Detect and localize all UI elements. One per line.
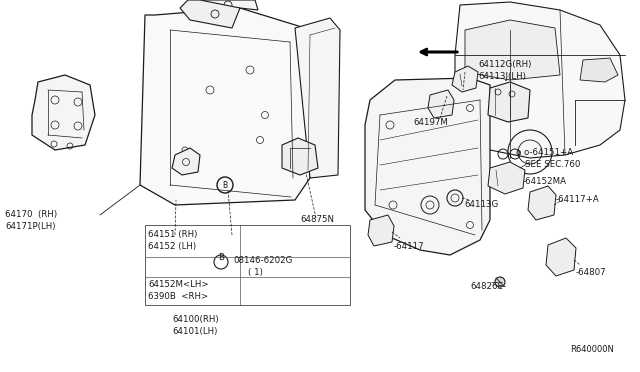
- Polygon shape: [140, 8, 310, 205]
- Text: 64113G: 64113G: [464, 200, 499, 209]
- Text: 64152 (LH): 64152 (LH): [148, 242, 196, 251]
- Polygon shape: [580, 58, 618, 82]
- Text: -64807: -64807: [576, 268, 607, 277]
- Text: 64101(LH): 64101(LH): [172, 327, 218, 336]
- Text: 64151 (RH): 64151 (RH): [148, 230, 197, 239]
- Text: 64170  (RH): 64170 (RH): [5, 210, 57, 219]
- Text: o o-64151+A: o o-64151+A: [516, 148, 573, 157]
- Polygon shape: [452, 66, 478, 92]
- Text: 64197M: 64197M: [413, 118, 448, 127]
- Polygon shape: [200, 0, 258, 10]
- Text: 6390B  <RH>: 6390B <RH>: [148, 292, 208, 301]
- Polygon shape: [488, 82, 530, 122]
- Polygon shape: [546, 238, 576, 276]
- Text: -64117+A: -64117+A: [556, 195, 600, 204]
- Text: 64113J(LH): 64113J(LH): [478, 72, 526, 81]
- Text: 64171P(LH): 64171P(LH): [5, 222, 56, 231]
- Polygon shape: [528, 186, 556, 220]
- Polygon shape: [428, 90, 454, 118]
- Text: 64152M<LH>: 64152M<LH>: [148, 280, 209, 289]
- Text: B: B: [223, 180, 228, 189]
- Polygon shape: [180, 0, 240, 28]
- Polygon shape: [465, 20, 560, 80]
- Text: 08146-6202G: 08146-6202G: [233, 256, 292, 265]
- Text: -64117: -64117: [394, 242, 424, 251]
- Polygon shape: [282, 138, 318, 175]
- Text: SEE SEC.760: SEE SEC.760: [525, 160, 580, 169]
- Text: 64112G(RH): 64112G(RH): [478, 60, 531, 69]
- Text: 64875N: 64875N: [300, 215, 334, 224]
- Polygon shape: [32, 75, 95, 150]
- Text: -64152MA: -64152MA: [523, 177, 567, 186]
- Bar: [145, 225, 350, 305]
- Text: ( 1): ( 1): [248, 268, 263, 277]
- Polygon shape: [365, 78, 490, 255]
- Polygon shape: [455, 2, 625, 158]
- Polygon shape: [172, 148, 200, 175]
- Text: 64100(RH): 64100(RH): [172, 315, 219, 324]
- Text: 64826E-: 64826E-: [470, 282, 506, 291]
- Polygon shape: [295, 18, 340, 178]
- Text: R640000N: R640000N: [570, 345, 614, 354]
- Circle shape: [495, 277, 505, 287]
- Polygon shape: [368, 215, 394, 246]
- Text: B: B: [218, 253, 224, 263]
- Polygon shape: [488, 162, 525, 194]
